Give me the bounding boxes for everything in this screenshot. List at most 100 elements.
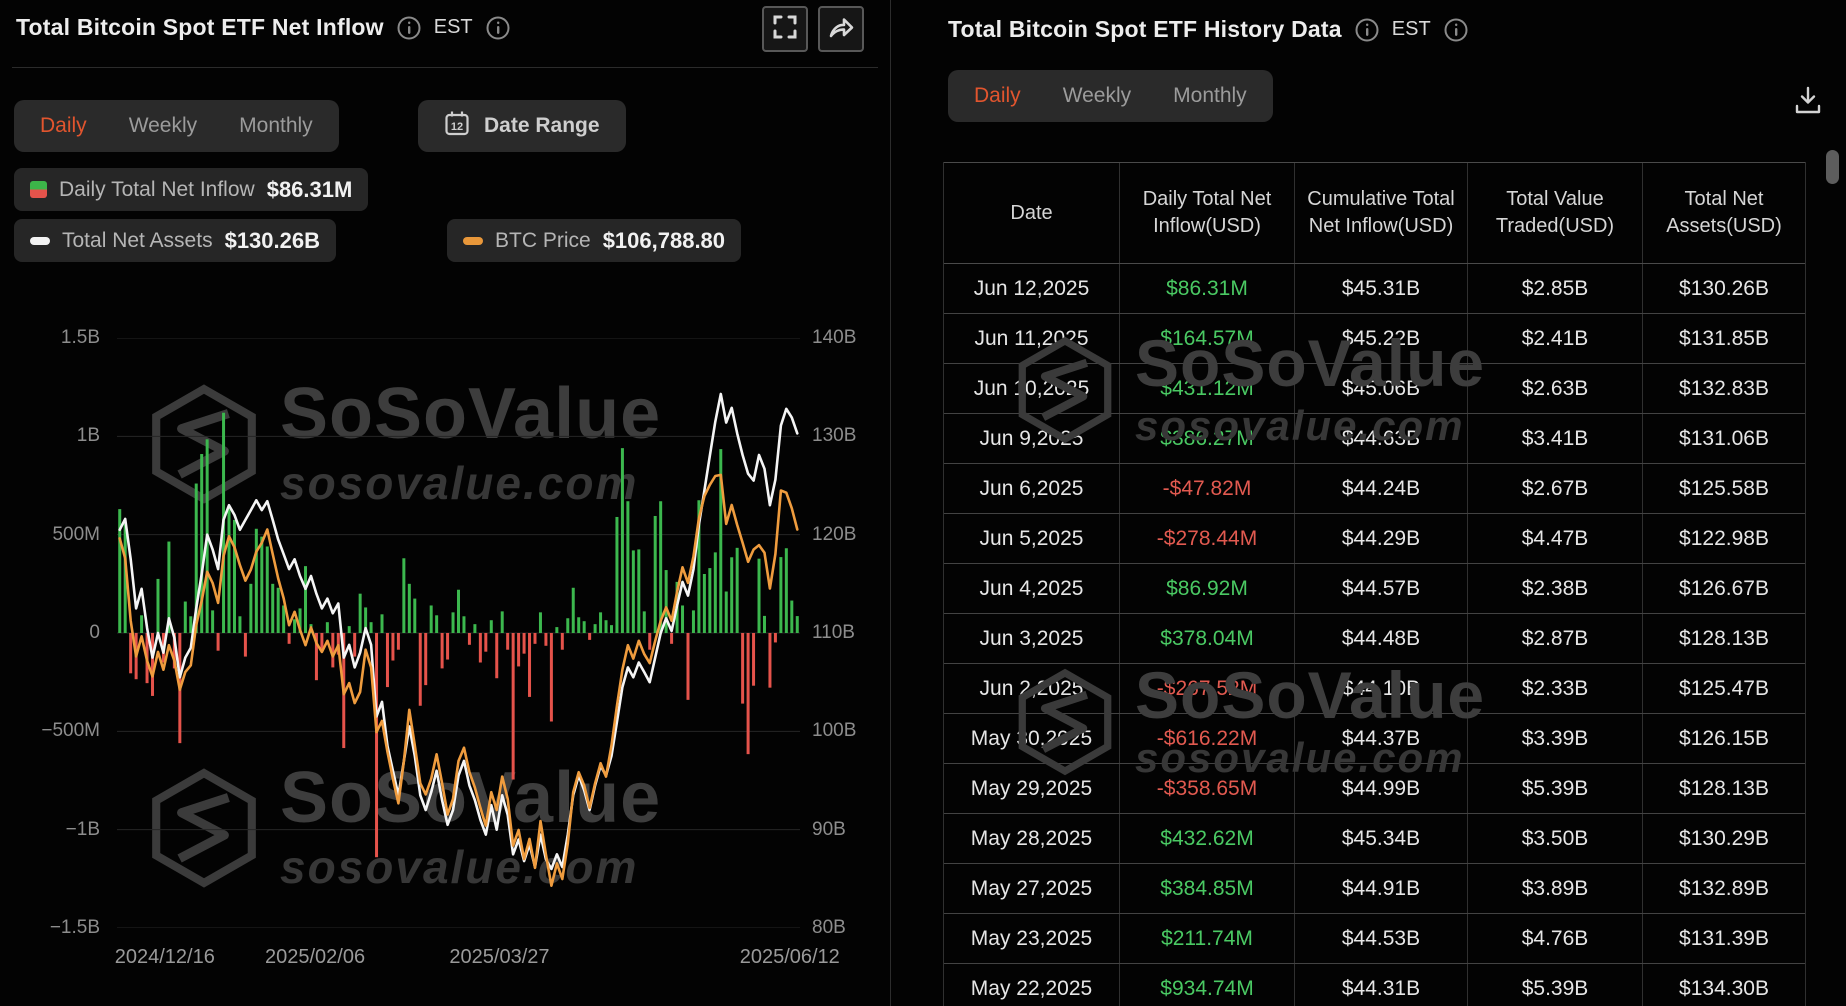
history-table: Date Daily Total Net Inflow(USD) Cumulat… <box>943 162 1806 1006</box>
table-row: Jun 9,2025 $386.27M $44.63B $3.41B $131.06B <box>944 414 1805 464</box>
cumulative-cell: $44.99B <box>1295 764 1468 813</box>
assets-swatch-icon <box>30 236 50 245</box>
legend-value: $130.26B <box>224 227 320 253</box>
traded-cell: $3.39B <box>1468 714 1643 763</box>
cumulative-cell: $44.53B <box>1295 914 1468 963</box>
traded-cell: $4.76B <box>1468 914 1643 963</box>
header-divider <box>12 67 878 68</box>
assets-cell: $126.15B <box>1679 726 1769 750</box>
table-row: Jun 10,2025 $431.12M $45.06B $2.63B $132.83B <box>944 364 1805 414</box>
date-cell: Jun 9,2025 <box>944 414 1120 463</box>
legend-btc-price[interactable]: BTC Price $106,788.80 <box>447 219 742 262</box>
traded-cell: $3.89B <box>1468 864 1643 913</box>
assets-cell: $131.39B <box>1679 926 1769 950</box>
axis-tick-label: 80B <box>812 917 846 938</box>
axis-tick-label: 0 <box>89 622 100 643</box>
x-axis-tick-label: 2024/12/16 <box>114 946 215 968</box>
tab-monthly[interactable]: Monthly <box>1173 84 1247 107</box>
table-row: Jun 11,2025 $164.57M $45.22B $2.41B $131.85B <box>944 314 1805 364</box>
traded-cell: $2.38B <box>1468 564 1643 613</box>
legend-label: BTC Price <box>495 228 591 252</box>
inflow-cell: $378.04M <box>1120 614 1295 663</box>
inflow-cell: -$616.22M <box>1120 714 1295 763</box>
traded-cell: $2.67B <box>1468 464 1643 513</box>
inflow-cell: -$47.82M <box>1120 464 1295 513</box>
cumulative-cell: $45.31B <box>1295 264 1468 313</box>
info-icon[interactable] <box>396 15 422 41</box>
axis-tick-label: 140B <box>812 327 857 348</box>
assets-cell: $122.98B <box>1679 526 1769 550</box>
legend-value: $86.31M <box>266 176 353 202</box>
assets-cell: $130.26B <box>1679 276 1769 300</box>
tab-daily[interactable]: Daily <box>974 84 1021 107</box>
chart-plot-area[interactable] <box>117 338 800 928</box>
info-icon[interactable] <box>1443 17 1469 43</box>
tab-weekly[interactable]: Weekly <box>128 114 198 137</box>
assets-cell: $125.47B <box>1679 676 1769 700</box>
date-range-button[interactable]: 12 Date Range <box>418 100 626 152</box>
table-row: Jun 2,2025 -$267.52M $44.10B $2.33B $125.47B <box>944 664 1805 714</box>
table-row: May 22,2025 $934.74M $44.31B $5.39B $134.30B <box>944 964 1805 1006</box>
date-cell: May 30,2025 <box>944 714 1120 763</box>
date-cell: Jun 3,2025 <box>944 614 1120 663</box>
cumulative-cell: $44.63B <box>1295 414 1468 463</box>
inflow-cell: -$267.52M <box>1120 664 1295 713</box>
traded-cell: $2.41B <box>1468 314 1643 363</box>
axis-tick-label: −1B <box>65 818 100 840</box>
fullscreen-icon <box>772 14 798 45</box>
tab-monthly[interactable]: Monthly <box>239 114 313 137</box>
legend-label: Daily Total Net Inflow <box>59 177 255 201</box>
assets-cell: $125.58B <box>1679 476 1769 500</box>
traded-cell: $3.50B <box>1468 814 1643 863</box>
svg-text:12: 12 <box>451 121 463 133</box>
inflow-cell: $211.74M <box>1120 914 1295 963</box>
y-axis-right-labels: 140B 130B 120B 110B 100B 90B 80B <box>812 327 886 938</box>
assets-cell: $132.89B <box>1679 876 1769 900</box>
date-range-label: Date Range <box>484 114 600 137</box>
axis-tick-label: 100B <box>812 720 857 742</box>
tab-weekly[interactable]: Weekly <box>1062 84 1132 107</box>
date-cell: May 28,2025 <box>944 814 1120 863</box>
date-cell: Jun 6,2025 <box>944 464 1120 513</box>
info-icon[interactable] <box>1354 17 1380 43</box>
column-header-cumulative-inflow: Cumulative Total Net Inflow(USD) <box>1295 163 1468 263</box>
tab-daily[interactable]: Daily <box>40 114 87 137</box>
chart-panel-title: Total Bitcoin Spot ETF Net Inflow <box>16 14 384 40</box>
table-header-row: Date Daily Total Net Inflow(USD) Cumulat… <box>944 162 1805 264</box>
traded-cell: $2.85B <box>1468 264 1643 313</box>
column-header-date: Date <box>944 163 1120 263</box>
table-row: Jun 6,2025 -$47.82M $44.24B $2.67B $125.58B <box>944 464 1805 514</box>
inflow-swatch-icon <box>30 181 47 198</box>
date-cell: Jun 12,2025 <box>944 264 1120 313</box>
axis-tick-label: 500M <box>52 523 100 545</box>
assets-cell: $131.06B <box>1679 426 1769 450</box>
cumulative-cell: $44.29B <box>1295 514 1468 563</box>
axis-tick-label: 1B <box>76 425 100 447</box>
inflow-cell: $86.31M <box>1120 264 1295 313</box>
axis-tick-label: 1.5B <box>60 327 100 348</box>
info-icon[interactable] <box>485 15 511 41</box>
timezone-label: EST <box>433 16 473 38</box>
inflow-cell: $386.27M <box>1120 414 1295 463</box>
cumulative-cell: $45.06B <box>1295 364 1468 413</box>
table-body: Jun 12,2025 $86.31M $45.31B $2.85B $130.26B J… <box>944 264 1805 1006</box>
date-cell: Jun 2,2025 <box>944 664 1120 713</box>
fullscreen-button[interactable] <box>762 6 808 52</box>
y-axis-left-labels: 1.5B 1B 500M 0 −500M −1B −1.5B <box>0 327 100 938</box>
download-icon <box>1791 83 1825 122</box>
inflow-cell: $164.57M <box>1120 314 1295 363</box>
table-interval-tabs: Daily Weekly Monthly <box>948 70 1273 122</box>
share-button[interactable] <box>818 6 864 52</box>
table-row: Jun 12,2025 $86.31M $45.31B $2.85B $130.26B <box>944 264 1805 314</box>
legend-daily-net-inflow[interactable]: Daily Total Net Inflow $86.31M <box>14 168 369 211</box>
chart-panel-header: Total Bitcoin Spot ETF Net Inflow EST <box>16 14 511 41</box>
traded-cell: $2.33B <box>1468 664 1643 713</box>
legend-total-net-assets[interactable]: Total Net Assets $130.26B <box>14 219 336 262</box>
date-cell: Jun 4,2025 <box>944 564 1120 613</box>
download-button[interactable] <box>1788 82 1828 122</box>
chart-interval-tabs: Daily Weekly Monthly <box>14 100 339 152</box>
assets-cell: $128.13B <box>1679 626 1769 650</box>
table-scrollbar[interactable] <box>1826 150 1839 184</box>
table-row: May 28,2025 $432.62M $45.34B $3.50B $130.29B <box>944 814 1805 864</box>
date-cell: May 27,2025 <box>944 864 1120 913</box>
